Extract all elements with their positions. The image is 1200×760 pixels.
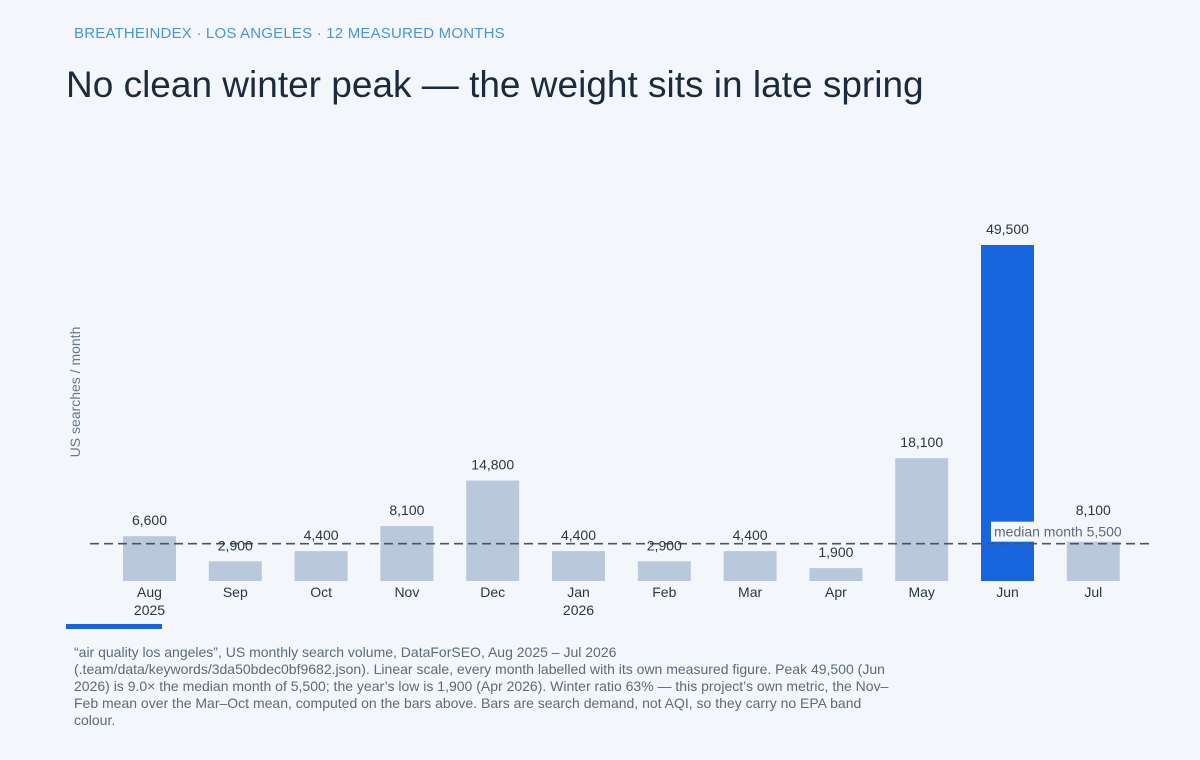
x-tick-label-oct: Oct xyxy=(310,584,332,600)
value-label-jan: 4,400 xyxy=(561,527,596,543)
value-label-oct: 4,400 xyxy=(304,527,339,543)
x-tick-label-jul: Jul xyxy=(1084,584,1102,600)
x-tick-label-nov: Nov xyxy=(394,584,419,600)
value-label-jun: 49,500 xyxy=(986,221,1029,237)
bar-may xyxy=(895,458,949,581)
bar-chart: median month 5,500 6,600 Aug 2025 2,900 Sep 4… xyxy=(90,221,1154,618)
x-tick-label-mar: Mar xyxy=(738,584,762,600)
label-layer: 6,600 Aug 2025 2,900 Sep 4,400 Oct 8,100 Nov 14,8… xyxy=(132,221,1111,618)
value-label-sep: 2,900 xyxy=(218,537,253,553)
value-label-may: 18,100 xyxy=(900,434,943,450)
kicker: BREATHEINDEX · LOS ANGELES · 12 MEASURED… xyxy=(74,25,505,42)
x-tick-label-aug: Aug xyxy=(137,584,162,600)
x-tick-label-may: May xyxy=(908,584,934,600)
value-label-aug: 6,600 xyxy=(132,512,167,528)
bar-dec xyxy=(466,480,520,581)
bar-jan xyxy=(552,551,605,581)
median-label-background xyxy=(991,521,1143,542)
bar-layer xyxy=(123,245,1120,581)
source-note: “air quality los angeles”, US monthly se… xyxy=(74,644,889,728)
value-label-mar: 4,400 xyxy=(733,527,768,543)
x-tick-label-jan: Jan xyxy=(567,584,590,600)
median-reference: median month 5,500 xyxy=(90,521,1154,545)
x-tick-label-apr: Apr xyxy=(825,584,847,600)
x-tick-label-sep: Sep xyxy=(223,584,248,600)
value-label-apr: 1,900 xyxy=(818,544,853,560)
bar-mar xyxy=(723,551,777,581)
bar-apr xyxy=(809,568,863,581)
value-label-jul: 8,100 xyxy=(1076,502,1111,518)
x-tick-year-aug: 2025 xyxy=(134,602,165,618)
value-label-feb: 2,900 xyxy=(647,537,682,553)
bar-feb xyxy=(637,561,691,581)
bar-sep xyxy=(208,561,262,581)
bar-oct xyxy=(294,551,348,581)
bar-nov xyxy=(380,526,434,581)
accent-rule xyxy=(66,624,162,629)
value-label-dec: 14,800 xyxy=(471,457,514,473)
page-title: No clean winter peak — the weight sits i… xyxy=(66,64,924,105)
x-tick-label-dec: Dec xyxy=(480,584,505,600)
x-tick-label-feb: Feb xyxy=(652,584,676,600)
x-tick-year-jan: 2026 xyxy=(563,602,594,618)
x-tick-label-jun: Jun xyxy=(996,584,1019,600)
median-label: median month 5,500 xyxy=(994,524,1122,540)
value-label-nov: 8,100 xyxy=(389,502,424,518)
